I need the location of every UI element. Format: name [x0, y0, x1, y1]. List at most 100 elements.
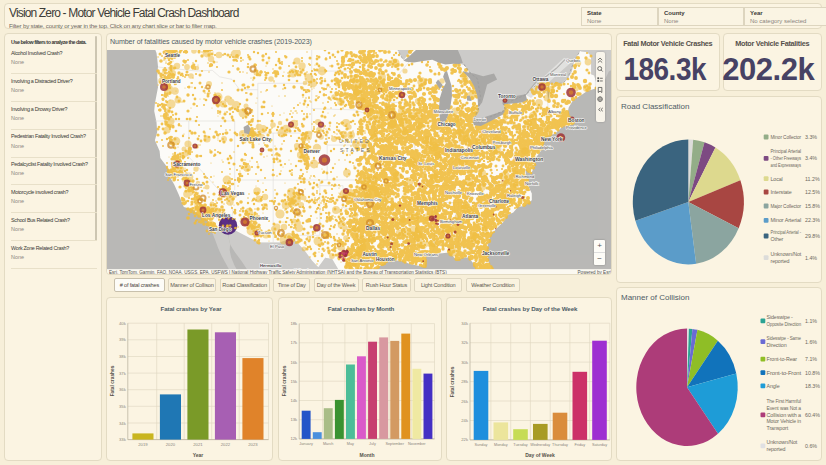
svg-text:2022: 2022 [221, 442, 231, 447]
svg-text:March: March [322, 442, 333, 446]
svg-text:1.6%: 1.6% [805, 339, 817, 345]
svg-text:Indianapolis: Indianapolis [445, 148, 473, 153]
svg-text:Interstate: Interstate [771, 189, 792, 195]
svg-text:17k: 17k [290, 340, 298, 345]
svg-text:The First Harmful: The First Harmful [767, 398, 802, 404]
svg-text:Columbus: Columbus [472, 145, 496, 150]
svg-text:Detroit: Detroit [474, 117, 487, 122]
svg-text:Manner of Collision: Manner of Collision [621, 293, 689, 302]
svg-text:12k: 12k [290, 436, 298, 441]
svg-text:Quebec: Quebec [566, 58, 581, 63]
svg-text:Sideswipe - Same: Sideswipe - Same [767, 335, 802, 341]
svg-text:Fatal crashes by Year: Fatal crashes by Year [160, 305, 222, 312]
svg-text:Pittsburgh: Pittsburgh [493, 140, 513, 145]
svg-text:13k: 13k [290, 417, 298, 422]
svg-text:Norfolk: Norfolk [525, 181, 539, 186]
svg-text:Friday: Friday [574, 443, 585, 447]
svg-text:November: November [408, 442, 426, 446]
svg-text:Tucson: Tucson [258, 230, 272, 235]
svg-text:Los Angeles: Los Angeles [202, 213, 231, 218]
svg-text:3.4%: 3.4% [805, 155, 817, 161]
svg-text:Austin: Austin [363, 252, 377, 257]
svg-text:16k: 16k [290, 359, 298, 364]
svg-text:Birmingham: Birmingham [440, 219, 463, 224]
svg-text:September: September [385, 442, 404, 446]
svg-text:Event was Not a: Event was Not a [767, 405, 802, 411]
svg-text:San Diego: San Diego [209, 227, 232, 232]
svg-text:Unknown/Not: Unknown/Not [767, 439, 798, 445]
svg-text:reported: reported [767, 446, 786, 452]
svg-text:Front-to-Front: Front-to-Front [767, 370, 802, 376]
svg-text:Major Collector: Major Collector [771, 203, 802, 209]
svg-text:40k: 40k [119, 320, 127, 325]
svg-text:Hermosillo: Hermosillo [260, 263, 282, 268]
svg-text:28k: 28k [461, 379, 469, 384]
svg-text:Chicago: Chicago [438, 122, 456, 127]
svg-text:Providence: Providence [566, 125, 588, 130]
svg-text:Knoxville: Knoxville [467, 191, 484, 196]
svg-text:Kansas City: Kansas City [379, 156, 407, 161]
svg-text:Toronto: Toronto [498, 94, 516, 99]
svg-text:22k: 22k [461, 437, 469, 442]
svg-text:Richmond: Richmond [516, 174, 536, 179]
svg-text:Sacramento: Sacramento [173, 162, 201, 167]
svg-text:Day of Week: Day of Week [525, 451, 555, 457]
svg-text:Dallas: Dallas [366, 226, 380, 231]
svg-text:January: January [299, 442, 313, 446]
svg-text:0.6%: 0.6% [805, 443, 817, 449]
svg-text:Portland: Portland [162, 79, 181, 84]
svg-text:Direction: Direction [767, 342, 787, 348]
svg-text:Ottawa: Ottawa [533, 77, 549, 82]
svg-text:Month: Month [359, 451, 374, 457]
svg-text:Minneapolis: Minneapolis [389, 86, 411, 91]
svg-text:15k: 15k [290, 378, 298, 383]
svg-text:Houston: Houston [376, 257, 395, 262]
svg-text:Oklahoma City: Oklahoma City [354, 197, 382, 202]
svg-text:Denver: Denver [304, 149, 320, 154]
svg-text:Albany: Albany [548, 109, 562, 114]
svg-text:26k: 26k [461, 398, 469, 403]
svg-text:37k: 37k [119, 370, 127, 375]
svg-text:Collision with a: Collision with a [767, 412, 802, 418]
svg-text:14k: 14k [290, 398, 298, 403]
svg-text:Milwaukee: Milwaukee [434, 109, 454, 114]
svg-text:Road Classification: Road Classification [621, 102, 689, 111]
svg-text:St. Louis: St. Louis [418, 161, 434, 166]
svg-text:Nashville: Nashville [445, 190, 463, 195]
svg-text:24k: 24k [461, 418, 469, 423]
svg-text:STATES: STATES [340, 147, 372, 153]
svg-text:Raleigh: Raleigh [507, 193, 522, 198]
svg-text:Wednesday: Wednesday [530, 443, 550, 447]
svg-text:Fresno: Fresno [190, 182, 204, 187]
svg-text:Fatal crashes: Fatal crashes [110, 365, 115, 396]
svg-text:Seattle: Seattle [165, 53, 181, 58]
svg-text:Front-to-Rear: Front-to-Rear [767, 356, 798, 362]
svg-text:Salt Lake City: Salt Lake City [240, 137, 272, 142]
svg-text:12.5%: 12.5% [805, 189, 820, 195]
svg-text:30k: 30k [461, 359, 469, 364]
svg-text:New Orleans: New Orleans [414, 252, 438, 257]
svg-text:and Expressways: and Expressways [771, 162, 802, 168]
svg-text:2023: 2023 [248, 442, 258, 447]
svg-text:34k: 34k [119, 420, 127, 425]
svg-text:Greenville: Greenville [478, 203, 497, 208]
svg-text:39k: 39k [119, 337, 127, 342]
svg-text:Cleveland: Cleveland [482, 129, 501, 134]
svg-text:2021: 2021 [193, 442, 203, 447]
svg-text:1.4%: 1.4% [805, 255, 817, 261]
svg-text:Montreal: Montreal [550, 72, 566, 77]
svg-text:Unknown/Not: Unknown/Not [771, 251, 802, 257]
svg-text:Phoenix: Phoenix [250, 216, 269, 221]
svg-text:34k: 34k [461, 320, 469, 325]
svg-text:29.8%: 29.8% [805, 233, 820, 239]
svg-text:Philadelphia: Philadelphia [530, 145, 553, 150]
svg-text:36k: 36k [119, 387, 127, 392]
svg-text:18.3%: 18.3% [805, 383, 820, 389]
svg-text:2020: 2020 [166, 442, 176, 447]
svg-text:22.3%: 22.3% [805, 217, 820, 223]
svg-text:Monday: Monday [494, 443, 508, 447]
svg-text:Angle: Angle [767, 383, 780, 389]
svg-text:Jacksonville: Jacksonville [482, 251, 510, 256]
svg-text:Minor Collector: Minor Collector [771, 134, 802, 140]
svg-text:1.1%: 1.1% [805, 318, 817, 324]
